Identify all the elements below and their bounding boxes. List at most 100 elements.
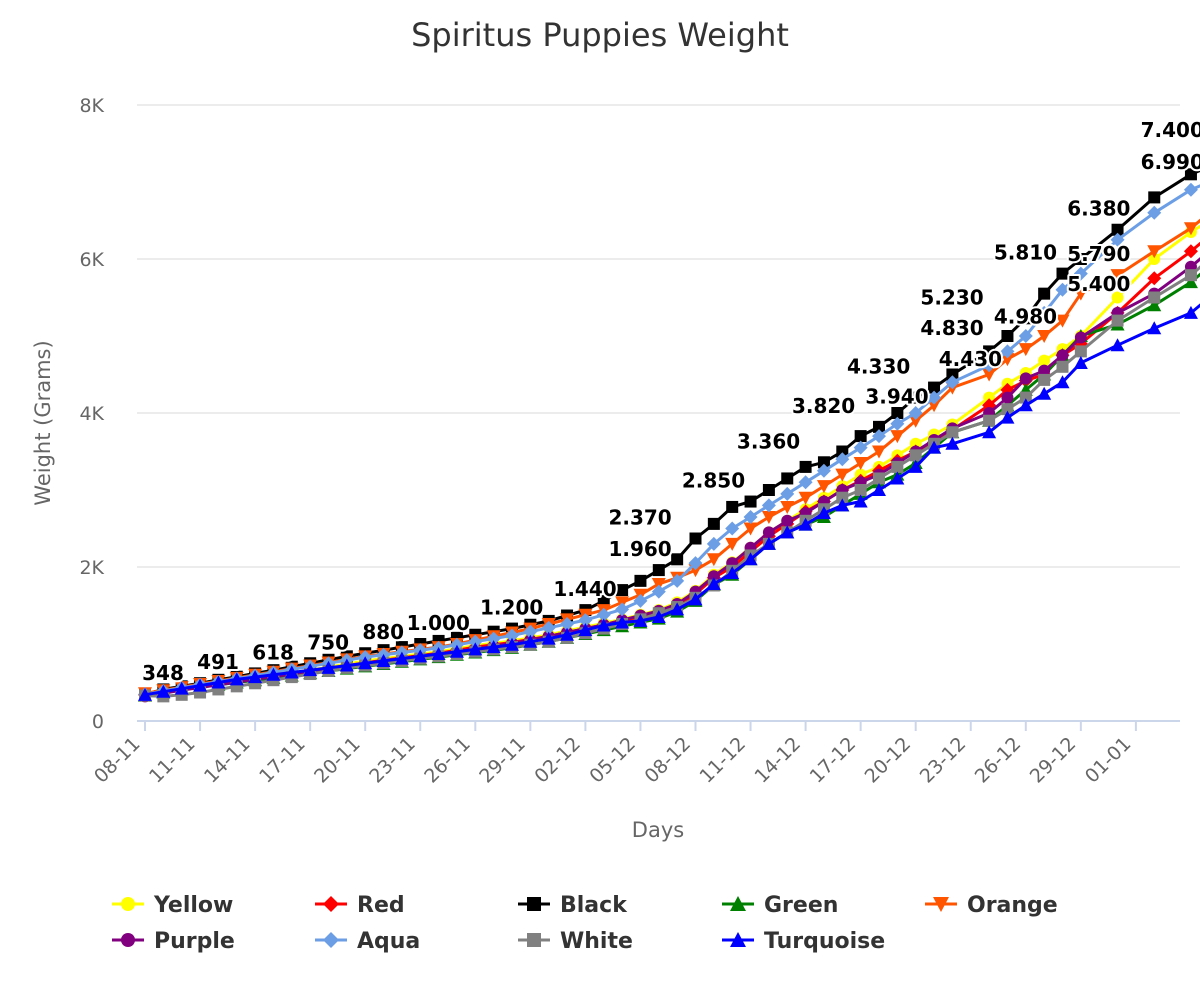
data-point-aqua — [1073, 266, 1088, 281]
data-label: 491 — [197, 650, 239, 674]
data-point-turquoise — [743, 552, 758, 566]
data-point-purple — [707, 570, 720, 583]
data-point-black — [983, 345, 996, 358]
legend-label: Purple — [154, 929, 235, 954]
data-point-yellow — [1148, 253, 1161, 265]
y-axis-title: Weight (Grams) — [31, 340, 55, 505]
data-point-turquoise — [505, 637, 519, 651]
legend-item-orange[interactable]: Orange — [925, 893, 1058, 918]
data-point-turquoise — [780, 525, 795, 539]
data-point-orange — [982, 368, 997, 382]
data-point-green — [1147, 298, 1162, 312]
data-label: 4.980 — [994, 305, 1057, 329]
x-tick-label: 08-12 — [640, 733, 695, 788]
x-tick-label: 29-12 — [1026, 733, 1081, 788]
legend-item-aqua[interactable]: Aqua — [315, 929, 420, 954]
x-tick-label: 01-01 — [1081, 733, 1136, 788]
data-label: 348 — [142, 661, 184, 685]
data-label: 1.200 — [480, 596, 543, 620]
data-point-turquoise — [560, 627, 575, 641]
data-point-black — [597, 594, 610, 607]
data-point-aqua — [835, 452, 850, 467]
series-turquoise[interactable] — [138, 262, 1200, 701]
data-point-black — [689, 532, 702, 545]
y-tick-label: 2K — [79, 557, 104, 579]
data-point-turquoise — [670, 602, 685, 616]
x-tick-label: 23-12 — [916, 733, 971, 788]
data-point-black — [909, 391, 922, 404]
data-label: 6.380 — [1067, 197, 1130, 221]
data-point-yellow — [1038, 354, 1051, 367]
data-point-turquoise — [284, 665, 299, 679]
legend-item-turquoise[interactable]: Turquoise — [722, 929, 885, 954]
data-point-black — [1111, 223, 1124, 236]
data-point-turquoise — [890, 471, 905, 485]
data-point-white — [873, 472, 885, 485]
x-tick-label: 17-11 — [255, 733, 310, 788]
y-tick-label: 6K — [79, 249, 104, 271]
data-point-aqua — [743, 509, 758, 524]
legend-label: Green — [764, 893, 838, 918]
x-tick-label: 17-12 — [806, 733, 861, 788]
legend[interactable]: Yellow Red Black Green Orange Purple Aqua White… — [112, 893, 1058, 954]
data-point-black — [1074, 253, 1087, 265]
data-point-black — [762, 484, 775, 496]
data-point-aqua — [945, 375, 960, 390]
data-point-black — [1148, 191, 1161, 204]
y-tick-label: 0 — [92, 711, 104, 733]
data-point-orange — [706, 553, 721, 567]
data-point-aqua — [651, 584, 666, 599]
data-point-purple — [1074, 331, 1087, 344]
data-point-black — [634, 574, 647, 587]
data-point-turquoise — [1000, 410, 1015, 424]
data-point-aqua — [560, 616, 575, 631]
legend-label: Black — [560, 893, 628, 918]
data-point-turquoise — [174, 681, 189, 695]
data-point-black — [799, 460, 812, 473]
data-point-aqua — [1055, 282, 1070, 297]
x-tick-label: 23-11 — [365, 733, 420, 788]
legend-marker — [323, 932, 339, 948]
data-point-turquoise — [376, 653, 391, 667]
data-point-turquoise — [248, 670, 263, 684]
legend-item-black[interactable]: Black — [518, 893, 628, 918]
data-point-aqua — [633, 593, 648, 608]
data-label: 5.790 — [1067, 242, 1130, 266]
legend-marker — [730, 932, 746, 947]
data-point-white — [1038, 373, 1051, 386]
legend-item-white[interactable]: White — [518, 929, 633, 954]
legend-label: Orange — [967, 893, 1058, 918]
data-point-orange — [743, 522, 758, 536]
y-tick-label: 4K — [79, 403, 104, 425]
data-label: 2.850 — [682, 469, 745, 493]
data-point-turquoise — [1037, 386, 1052, 400]
chart-title: Spiritus Puppies Weight — [411, 16, 789, 54]
legend-item-purple[interactable]: Purple — [112, 929, 235, 954]
data-label: 5.230 — [920, 285, 983, 309]
data-point-black — [873, 420, 885, 433]
data-point-purple — [762, 526, 775, 539]
series-black[interactable] — [139, 145, 1200, 701]
legend-item-red[interactable]: Red — [315, 893, 405, 918]
data-point-turquoise — [596, 618, 611, 632]
data-point-turquoise — [449, 644, 464, 658]
legend-item-yellow[interactable]: Yellow — [112, 893, 233, 918]
series-line-orange — [144, 218, 1200, 695]
x-tick-label: 20-12 — [861, 733, 916, 788]
data-point-turquoise — [688, 592, 703, 606]
data-point-aqua — [1037, 305, 1052, 320]
data-label: 1.000 — [407, 611, 470, 635]
data-point-purple — [1056, 349, 1069, 362]
data-label: 618 — [252, 640, 294, 664]
data-point-orange — [1055, 314, 1070, 328]
data-point-turquoise — [138, 687, 152, 701]
data-point-orange — [761, 510, 776, 524]
series-aqua[interactable] — [138, 163, 1200, 702]
data-point-turquoise — [927, 440, 942, 454]
data-point-aqua — [486, 631, 501, 646]
data-point-black — [817, 456, 830, 469]
legend-item-green[interactable]: Green — [722, 893, 838, 918]
data-point-turquoise — [303, 663, 318, 677]
data-point-turquoise — [1073, 355, 1088, 369]
